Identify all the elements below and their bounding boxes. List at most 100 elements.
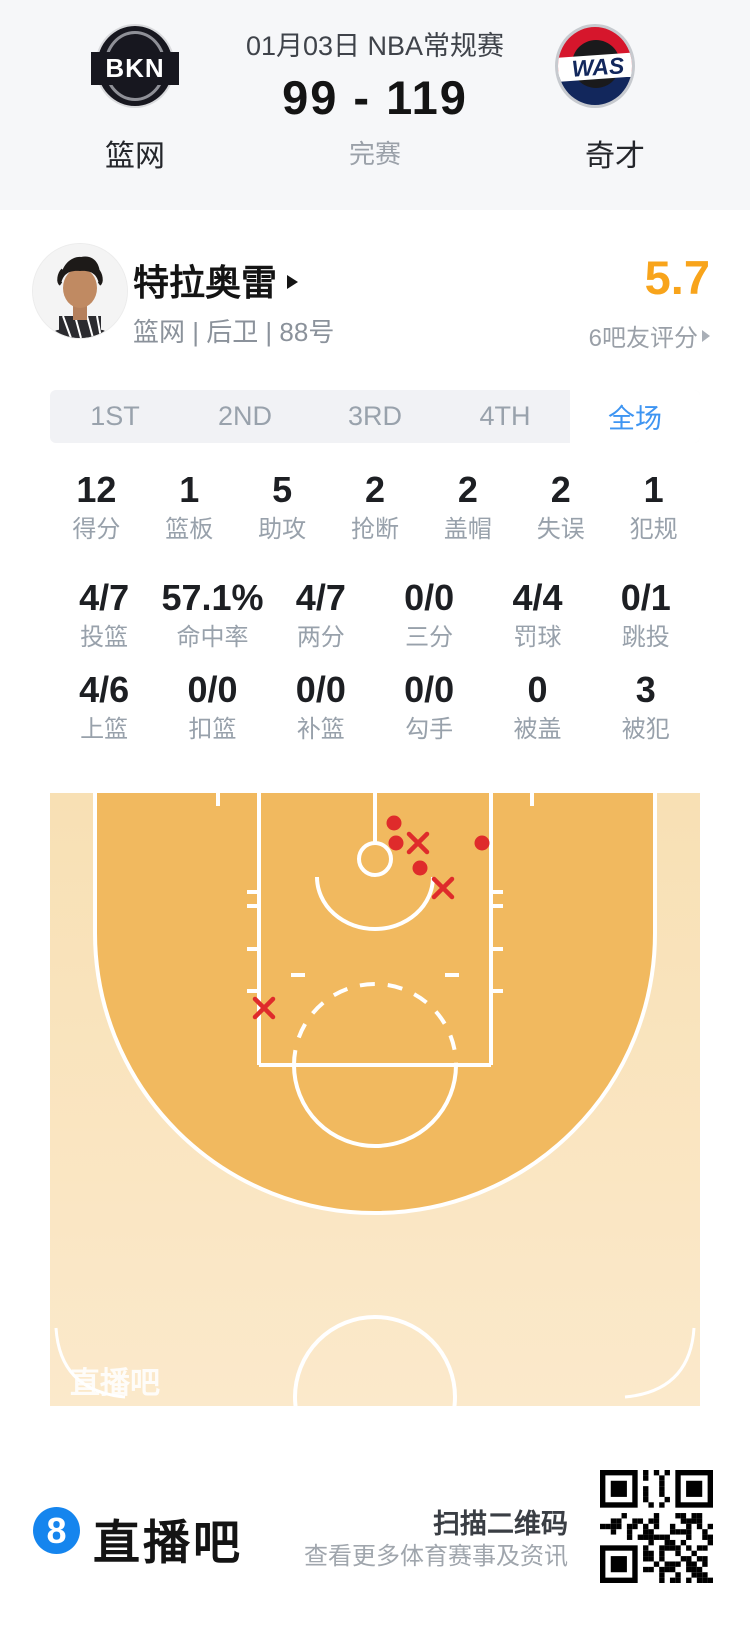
stat-label: 跳投	[621, 624, 670, 651]
player-avatar-image	[33, 244, 127, 338]
stat-label: 助攻	[258, 516, 307, 543]
stat-cell-上篮: 4/6 上篮	[50, 668, 158, 748]
tab-3rd[interactable]: 3RD	[347, 401, 402, 431]
stat-cell-跳投: 0/1 跳投	[592, 576, 700, 656]
tab-4th[interactable]: 4TH	[479, 401, 531, 431]
stat-cell-投篮: 4/7 投篮	[50, 576, 158, 656]
stat-value: 0/0	[295, 669, 346, 710]
zhibo8-brand-text: 直播吧	[93, 1516, 243, 1569]
stat-cell-犯规: 1 犯规	[607, 468, 700, 548]
stat-value: 2	[457, 469, 478, 510]
player-meta: 篮网 | 后卫 | 88号	[133, 317, 335, 347]
rating-source-label: 6吧友评分	[588, 325, 698, 352]
tab-全场[interactable]: 全场	[570, 390, 700, 443]
stat-value: 2	[364, 469, 386, 510]
stat-value: 57.1%	[161, 577, 264, 618]
missed-shot-marker	[406, 831, 430, 855]
stat-value: 1	[179, 469, 200, 510]
stat-label: 被犯	[621, 716, 670, 743]
stat-cell-扣篮: 0/0 扣篮	[158, 668, 266, 748]
player-detail-arrow-icon	[287, 274, 299, 289]
game-date: 01月03日 NBA常规赛	[245, 31, 505, 61]
stat-value: 0	[527, 669, 548, 710]
court-lines	[54, 793, 696, 1406]
stat-value: 4/7	[79, 577, 130, 618]
stat-row-3: 4/6 上篮 0/0 扣篮 0/0 补篮 0/0 勾手 0 被盖 3 被犯	[50, 668, 700, 748]
stat-label: 犯规	[629, 516, 678, 543]
stat-row-1: 12 得分 1 篮板 5 助攻 2 抢断 2 盖帽 2 失误 1 犯规	[50, 468, 700, 548]
player-name-row[interactable]: 特拉奥雷	[133, 258, 299, 303]
stat-value: 0/0	[187, 669, 238, 710]
home-team-abbr: BKN	[91, 52, 179, 85]
stat-label: 得分	[72, 516, 121, 543]
stat-label: 补篮	[296, 716, 345, 743]
shot-chart-court: 直播吧	[50, 793, 700, 1406]
stat-cell-助攻: 5 助攻	[236, 468, 329, 548]
game-status: 完赛	[348, 139, 401, 169]
stat-value: 0/0	[404, 669, 455, 710]
home-team-name: 篮网	[105, 140, 165, 173]
stat-cell-三分: 0/0 三分	[375, 576, 483, 656]
rating-source-link[interactable]: 6吧友评分	[589, 318, 710, 353]
stat-label: 三分	[405, 624, 454, 651]
stat-label: 被盖	[513, 716, 562, 743]
missed-shot-marker	[252, 996, 276, 1020]
stat-cell-得分: 12 得分	[50, 468, 143, 548]
stat-value: 5	[272, 469, 293, 510]
stat-value: 0/1	[620, 577, 671, 618]
stat-value: 3	[635, 669, 656, 710]
away-team-logo: WAS	[555, 24, 635, 108]
stat-value: 4/6	[79, 669, 130, 710]
game-score: 99 - 119	[282, 71, 468, 124]
stat-cell-盖帽: 2 盖帽	[421, 468, 514, 548]
stat-label: 投篮	[80, 624, 129, 651]
qr-code	[600, 1470, 713, 1583]
zhibo8-logo-icon: 8	[33, 1507, 80, 1554]
away-team-name: 奇才	[585, 140, 645, 173]
was-logo-band: WAS	[558, 51, 632, 83]
stat-label: 上篮	[80, 716, 129, 743]
stat-value: 4/7	[295, 577, 346, 618]
stat-cell-篮板: 1 篮板	[143, 468, 236, 548]
stat-label: 罚球	[513, 624, 562, 651]
three-point-area	[95, 793, 655, 1213]
stat-label: 篮板	[165, 516, 214, 543]
stat-cell-罚球: 4/4 罚球	[483, 576, 591, 656]
rating-arrow-icon	[702, 329, 710, 342]
qr-code-svg	[600, 1470, 713, 1583]
stat-label: 扣篮	[188, 716, 237, 743]
stat-label: 两分	[296, 624, 345, 651]
court-watermark: 直播吧	[70, 1367, 160, 1400]
stat-label: 盖帽	[443, 516, 492, 543]
qr-scan-subtitle: 查看更多体育赛事及资讯	[304, 1543, 568, 1570]
stat-label: 命中率	[176, 624, 249, 651]
tab-2nd[interactable]: 2ND	[217, 401, 272, 431]
stat-cell-补篮: 0/0 补篮	[267, 668, 375, 748]
stat-cell-抢断: 2 抢断	[329, 468, 422, 548]
stat-label: 抢断	[351, 516, 399, 543]
home-team-logo: BKN	[91, 24, 179, 108]
made-shot-marker	[386, 815, 402, 831]
made-shot-marker	[412, 860, 428, 876]
stat-cell-被盖: 0 被盖	[483, 668, 591, 748]
stat-value: 1	[643, 469, 664, 510]
made-shot-marker	[474, 835, 490, 851]
stat-label: 失误	[536, 516, 585, 543]
stat-value: 2	[550, 469, 571, 510]
quarter-tabs: 1ST 2ND 3RD 4TH 全场	[50, 390, 700, 443]
scoreboard-header: 01月03日 NBA常规赛 99 - 119 完赛 BKN WAS 篮网 奇才	[0, 0, 750, 210]
stat-cell-勾手: 0/0 勾手	[375, 668, 483, 748]
away-team-abbr: WAS	[570, 52, 626, 82]
player-avatar	[32, 243, 128, 339]
court-svg: 直播吧	[50, 793, 700, 1406]
made-shot-marker	[388, 835, 404, 851]
qr-scan-title: 扫描二维码	[433, 1509, 568, 1539]
player-name: 特拉奥雷	[133, 262, 278, 303]
shot-marker-layer	[252, 815, 490, 1020]
stat-label: 勾手	[405, 716, 454, 743]
tab-1st[interactable]: 1ST	[90, 401, 140, 431]
stat-value: 0/0	[404, 577, 455, 618]
stat-cell-命中率: 57.1% 命中率	[158, 576, 266, 656]
stat-value: 4/4	[512, 577, 563, 618]
